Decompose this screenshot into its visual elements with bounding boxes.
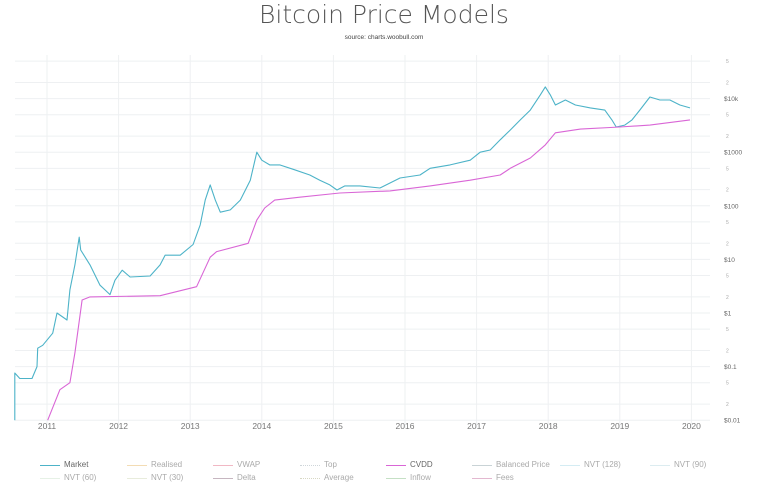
legend-swatch	[300, 464, 320, 466]
x-tick-label: 2011	[38, 421, 57, 431]
legend-swatch	[127, 477, 147, 479]
legend-swatch	[386, 464, 406, 466]
y-minor-tick-label: 2	[726, 134, 729, 140]
legend-label: NVT (90)	[674, 460, 707, 469]
x-tick-label: 2012	[109, 421, 128, 431]
y-tick-label: $1	[724, 311, 732, 318]
legend-swatch	[127, 464, 147, 466]
legend-item-balanced-price[interactable]: Balanced Price	[472, 460, 550, 470]
y-minor-tick-label: 5	[726, 220, 729, 226]
legend-swatch	[560, 464, 580, 466]
legend-label: Delta	[237, 473, 256, 482]
legend-item-delta[interactable]: Delta	[213, 473, 256, 483]
y-minor-tick-label: 5	[726, 113, 729, 119]
legend-swatch	[472, 477, 492, 479]
x-tick-label: 2017	[467, 421, 486, 431]
legend-label: Top	[324, 460, 337, 469]
y-tick-label: $10	[724, 257, 735, 264]
y-minor-tick-label: 5	[726, 59, 729, 65]
legend-label: Fees	[496, 473, 514, 482]
y-tick-label: $1000	[724, 150, 742, 157]
x-tick-label: 2018	[539, 421, 558, 431]
legend-item-vwap[interactable]: VWAP	[213, 460, 260, 470]
series-line-market	[14, 86, 691, 421]
chart-subtitle: source: charts.woobull.com	[344, 34, 424, 41]
legend-label: NVT (30)	[151, 473, 184, 482]
y-minor-tick-label: 5	[726, 166, 729, 172]
y-minor-tick-label: 2	[726, 348, 729, 354]
x-tick-label: 2019	[610, 421, 629, 431]
x-tick-label: 2013	[181, 421, 200, 431]
legend-swatch	[386, 477, 406, 479]
legend-item-realised[interactable]: Realised	[127, 460, 182, 470]
y-tick-label: $10k	[724, 96, 739, 103]
legend-item-nvt-128-[interactable]: NVT (128)	[560, 460, 621, 470]
legend-label: Market	[64, 460, 89, 469]
legend-swatch	[472, 464, 492, 466]
y-minor-tick-label: 2	[726, 241, 729, 247]
legend-swatch	[40, 477, 60, 479]
legend-label: Realised	[151, 460, 183, 469]
legend-item-nvt-30-[interactable]: NVT (30)	[127, 473, 183, 483]
x-tick-label: 2020	[682, 421, 701, 431]
legend-label: CVDD	[410, 460, 433, 469]
legend-item-top[interactable]: Top	[300, 460, 337, 470]
chart-plot: 2 5 2 5 2 5 2 5 2 5 2 5 2 5 $0.01 $0.1 $1 $10 $100 $1000 $10…	[14, 55, 742, 431]
legend-swatch	[300, 477, 320, 479]
y-minor-tick-label: 5	[726, 327, 729, 333]
legend-label: Average	[324, 473, 354, 482]
y-tick-label: $0.01	[724, 418, 741, 425]
y-tick-label: $0.1	[724, 364, 737, 371]
legend-item-market[interactable]: Market	[40, 460, 88, 470]
legend-item-cvdd[interactable]: CVDD	[386, 460, 433, 470]
y-minor-tick-label: 2	[726, 188, 729, 194]
y-minor-tick-label: 2	[726, 80, 729, 86]
y-minor-tick-label: 5	[726, 381, 729, 387]
x-tick-label: 2016	[396, 421, 415, 431]
y-minor-tick-label: 5	[726, 274, 729, 280]
legend-item-average[interactable]: Average	[300, 473, 354, 483]
legend-label: VWAP	[237, 460, 261, 469]
legend-swatch	[213, 477, 233, 479]
x-tick-label: 2015	[324, 421, 343, 431]
legend-item-nvt-60-[interactable]: NVT (60)	[40, 473, 96, 483]
legend-label: NVT (128)	[584, 460, 621, 469]
legend-swatch	[213, 464, 233, 466]
y-tick-label: $100	[724, 203, 739, 210]
series-line-cvdd	[47, 119, 691, 421]
y-minor-tick-label: 2	[726, 402, 729, 408]
legend-swatch	[650, 464, 670, 466]
x-tick-label: 2014	[252, 421, 271, 431]
legend-label: NVT (60)	[64, 473, 97, 482]
chart-title: Bitcoin Price Models	[259, 0, 509, 29]
legend-item-fees[interactable]: Fees	[472, 473, 514, 483]
y-minor-tick-label: 2	[726, 295, 729, 301]
legend-swatch	[40, 464, 60, 466]
legend-label: Inflow	[410, 473, 431, 482]
legend-item-inflow[interactable]: Inflow	[386, 473, 431, 483]
legend-item-nvt-90-[interactable]: NVT (90)	[650, 460, 706, 470]
legend-label: Balanced Price	[496, 460, 550, 469]
